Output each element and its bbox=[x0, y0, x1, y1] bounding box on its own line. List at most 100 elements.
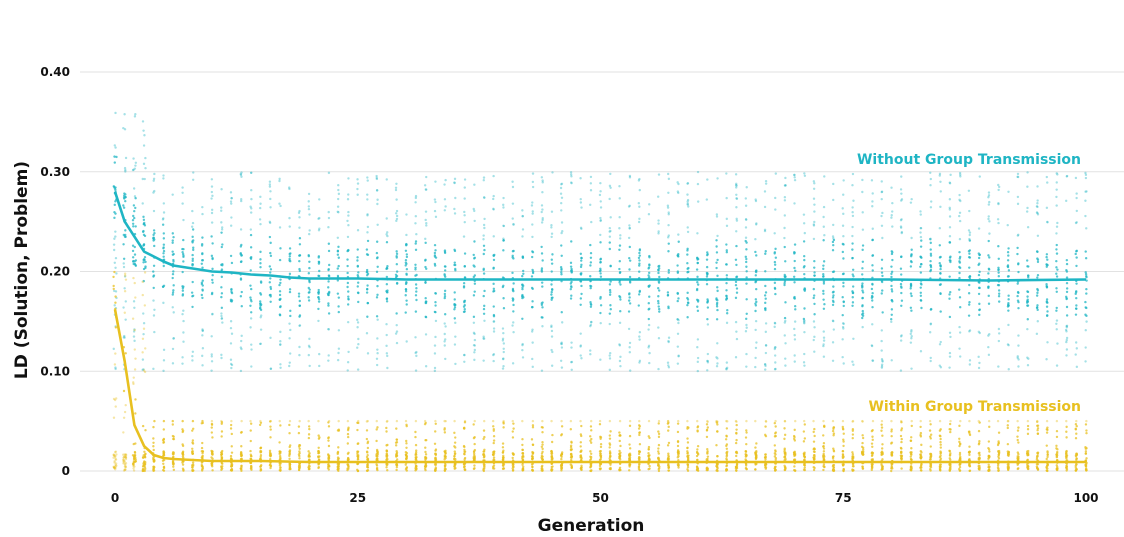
data-point bbox=[628, 351, 632, 354]
data-point bbox=[347, 193, 350, 196]
data-point bbox=[744, 330, 748, 333]
data-point bbox=[997, 365, 1000, 368]
data-point bbox=[124, 156, 128, 160]
data-point bbox=[298, 254, 301, 257]
data-point bbox=[579, 419, 582, 423]
data-point bbox=[919, 286, 922, 289]
data-point bbox=[482, 337, 486, 340]
data-point bbox=[841, 355, 844, 359]
data-point bbox=[550, 283, 553, 286]
data-point bbox=[657, 450, 660, 453]
data-point bbox=[987, 285, 990, 288]
data-point bbox=[123, 460, 126, 463]
data-point bbox=[249, 419, 252, 423]
data-point bbox=[132, 463, 135, 466]
data-point bbox=[181, 312, 184, 316]
data-point bbox=[288, 216, 291, 220]
data-point bbox=[269, 206, 272, 209]
data-point bbox=[589, 441, 593, 444]
data-point bbox=[880, 349, 883, 352]
data-point bbox=[725, 217, 728, 221]
data-point bbox=[715, 356, 718, 359]
data-point bbox=[823, 175, 826, 178]
data-point bbox=[453, 306, 457, 309]
data-point bbox=[590, 419, 593, 423]
data-point bbox=[987, 272, 990, 275]
data-point bbox=[463, 214, 466, 217]
data-point bbox=[181, 356, 184, 359]
data-point bbox=[307, 468, 311, 471]
data-point bbox=[122, 262, 125, 265]
data-point bbox=[755, 442, 758, 445]
data-point bbox=[131, 222, 135, 226]
data-point bbox=[191, 466, 194, 469]
data-point bbox=[473, 290, 476, 293]
data-point bbox=[1046, 258, 1049, 261]
data-point bbox=[123, 334, 126, 338]
data-point bbox=[560, 366, 564, 369]
data-point bbox=[638, 251, 641, 255]
data-point bbox=[327, 280, 330, 283]
data-point bbox=[424, 241, 427, 245]
data-point bbox=[123, 336, 126, 339]
data-point bbox=[608, 443, 612, 446]
data-point bbox=[638, 457, 641, 461]
data-point bbox=[346, 198, 350, 201]
data-point bbox=[530, 255, 534, 259]
data-point bbox=[414, 222, 417, 225]
data-point bbox=[792, 453, 796, 456]
data-point bbox=[589, 450, 592, 453]
data-point bbox=[1075, 264, 1078, 268]
data-point bbox=[279, 450, 282, 454]
data-point bbox=[230, 445, 233, 448]
data-point bbox=[395, 214, 399, 218]
data-point bbox=[366, 231, 369, 234]
data-point bbox=[725, 361, 729, 364]
data-point bbox=[425, 221, 428, 225]
data-point bbox=[492, 320, 496, 323]
data-point bbox=[308, 364, 311, 368]
data-point bbox=[802, 213, 806, 216]
data-point bbox=[395, 450, 398, 453]
data-point bbox=[318, 198, 321, 201]
data-point bbox=[841, 322, 845, 325]
data-point bbox=[716, 362, 719, 365]
data-point bbox=[1075, 209, 1079, 213]
data-point bbox=[948, 198, 952, 201]
data-point bbox=[1085, 227, 1088, 230]
data-point bbox=[725, 298, 728, 301]
data-point bbox=[1065, 276, 1069, 279]
data-point bbox=[1046, 220, 1049, 224]
data-point bbox=[425, 438, 428, 442]
data-point bbox=[259, 292, 262, 295]
data-point bbox=[725, 444, 728, 448]
data-point bbox=[929, 206, 933, 209]
data-point bbox=[269, 197, 272, 201]
data-point bbox=[347, 214, 350, 217]
data-point bbox=[346, 458, 350, 461]
data-point bbox=[541, 285, 544, 288]
data-point bbox=[512, 321, 515, 324]
data-point bbox=[793, 469, 797, 473]
data-point bbox=[512, 422, 515, 425]
data-point bbox=[550, 348, 553, 352]
data-point bbox=[997, 300, 1001, 303]
data-point bbox=[112, 243, 116, 246]
data-point bbox=[112, 453, 115, 457]
data-point bbox=[920, 463, 923, 467]
data-point bbox=[114, 352, 117, 355]
data-point bbox=[803, 330, 806, 334]
data-point bbox=[890, 469, 893, 473]
data-point bbox=[851, 184, 854, 187]
data-point bbox=[132, 381, 135, 384]
data-point bbox=[356, 281, 360, 284]
data-point bbox=[822, 298, 825, 301]
data-point bbox=[628, 275, 632, 279]
data-point bbox=[735, 330, 738, 333]
data-point bbox=[239, 277, 243, 280]
data-point bbox=[240, 171, 243, 174]
data-point bbox=[793, 428, 796, 432]
data-point bbox=[307, 450, 310, 453]
data-point bbox=[754, 274, 757, 277]
data-point bbox=[473, 442, 476, 446]
